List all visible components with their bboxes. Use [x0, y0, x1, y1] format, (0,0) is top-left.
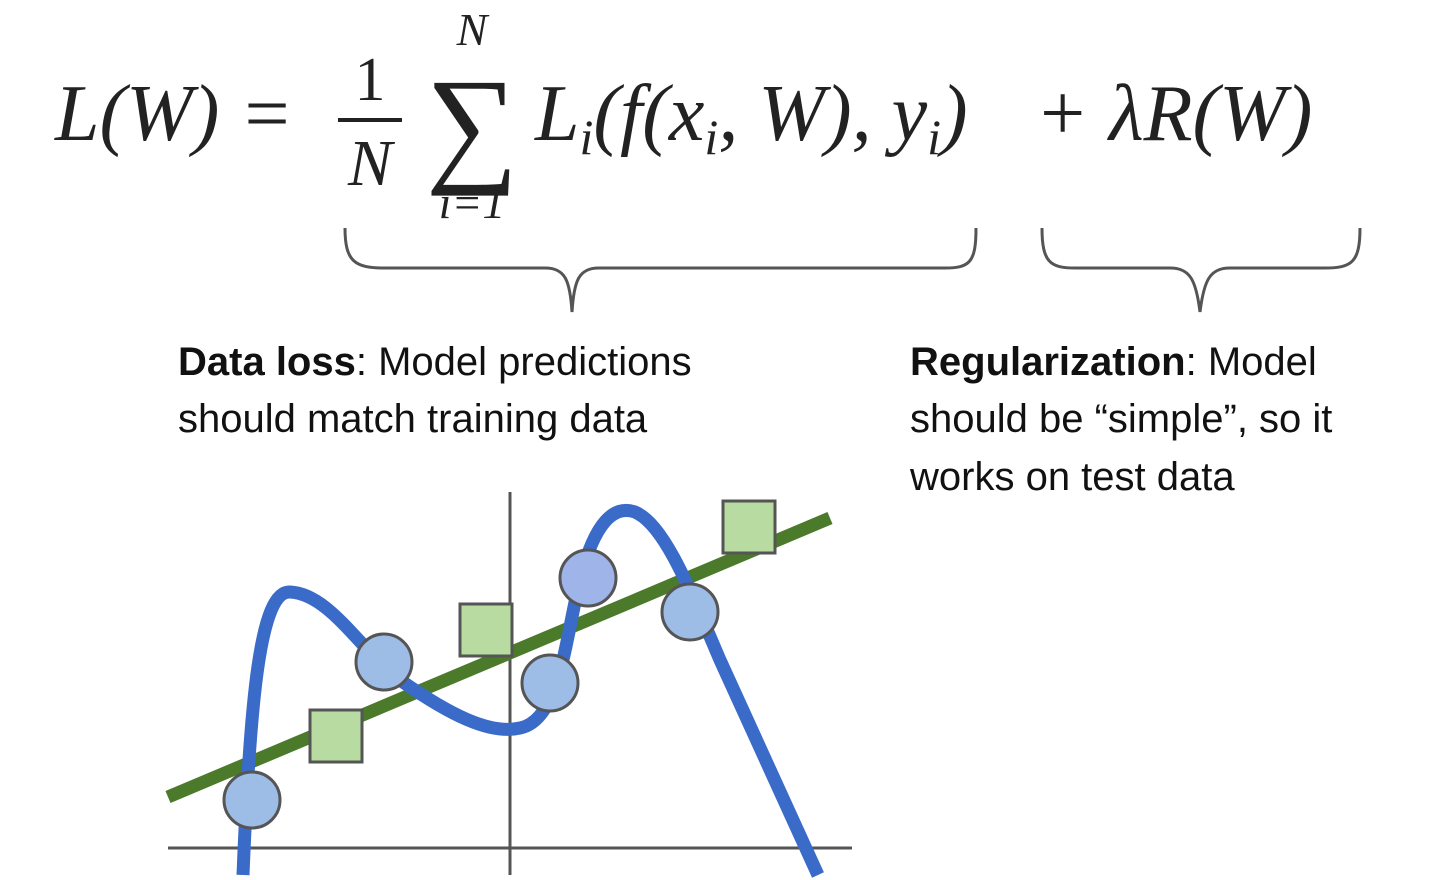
formula-lhs: L(W) = [54, 70, 293, 158]
brace-reg [1040, 227, 1362, 313]
reg-bold: Regularization [910, 340, 1186, 384]
reg-rest: : Model [1186, 340, 1317, 384]
term-part: (f(x [593, 70, 704, 158]
brace-data [343, 227, 978, 313]
term-part: , W), y [718, 70, 927, 158]
test-point [308, 708, 364, 764]
data-point [558, 548, 618, 608]
data-point [520, 653, 580, 713]
fraction-denominator: N [347, 127, 396, 200]
reg-line3: works on test data [909, 455, 1235, 499]
reg-line1: Regularization: Model [910, 340, 1317, 384]
term-sub: i [580, 109, 594, 165]
data-loss-line1: Data loss: Model predictions [178, 340, 692, 384]
test-point [721, 499, 777, 555]
data-point [222, 770, 282, 830]
term-part: L [534, 70, 580, 158]
test-point [458, 602, 514, 658]
sum-lower: i=1 [439, 177, 506, 228]
data-point [660, 582, 720, 642]
term-sub: i [704, 109, 718, 165]
formula-reg: + λR(W) [1035, 70, 1312, 158]
data-loss-rest: : Model predictions [356, 340, 692, 384]
data-loss-bold: Data loss [178, 340, 356, 384]
formula-term: Li(f(xi, W), yi) [534, 70, 968, 165]
sum-upper: N [456, 4, 490, 55]
sum-symbol: ∑ [426, 53, 519, 197]
overfit-curve [236, 504, 824, 878]
fraction-numerator: 1 [355, 46, 386, 114]
formula: L(W) = 1 N N ∑ i=1 Li(f(xi, W), yi) + λR… [54, 4, 1312, 228]
data-point [354, 632, 414, 692]
reg-line2: should be “simple”, so it [910, 397, 1332, 441]
term-sub: i [927, 109, 941, 165]
term-part: ) [937, 70, 968, 158]
data-loss-line2: should match training data [178, 397, 648, 441]
illustration [165, 492, 852, 878]
